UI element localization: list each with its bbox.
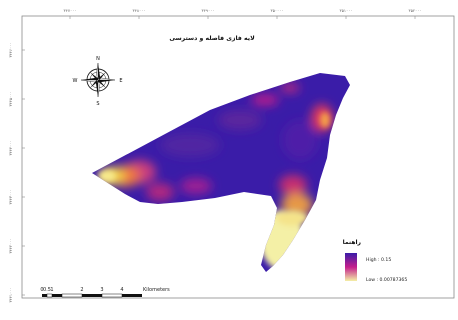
legend: راهنما High : 0.15 Low : 0.00787365 — [343, 239, 408, 283]
compass-west-label: W — [73, 78, 78, 84]
top-tick-label: ۳۴۸۰۰۰ — [133, 8, 146, 13]
top-tick-label: ۳۵۱۰۰۰ — [340, 8, 353, 13]
legend-high-label: High : 0.15 — [366, 257, 391, 263]
scale-bar: 0 0.5 1 2 3 4 Kilometers — [40, 287, 170, 298]
compass-south-label: S — [96, 101, 99, 107]
top-tick-label: ۳۴۹۰۰۰ — [202, 8, 215, 13]
fuzzy-distance-access-layer — [92, 73, 350, 272]
legend-low-label: Low : 0.00787365 — [366, 277, 407, 283]
scale-bar-label: 0 — [40, 287, 43, 293]
scale-bar-label: 1 — [50, 287, 53, 293]
legend-title: راهنما — [343, 239, 362, 246]
compass-north-label: N — [96, 56, 100, 62]
scale-bar-label: 2 — [80, 287, 83, 293]
top-tick-label: ۳۵۲۰۰۰ — [409, 8, 422, 13]
left-tick-label: ۳۴۴۱۰۰۰ — [8, 287, 13, 302]
map-title: لایه فازی فاصله و دسترسی — [169, 35, 254, 42]
map-frame — [21, 15, 455, 299]
scale-bar-label: 3 — [100, 287, 103, 293]
left-tick-label: ۳۴۴۶۰۰۰ — [8, 42, 13, 57]
scale-bar-label: 0.5 — [43, 287, 51, 293]
compass-east-label: E — [119, 78, 122, 84]
left-coordinate-ticks: ۳۴۴۶۰۰۰ ۳۴۴۵۰۰۰ ۳۴۴۴۰۰۰ ۳۴۴۳۰۰۰ ۳۴۴۲۰۰۰ ۳۴۴۱۰… — [8, 42, 25, 303]
left-tick-label: ۳۴۴۳۰۰۰ — [8, 189, 13, 204]
left-tick-label: ۳۴۴۲۰۰۰ — [8, 238, 13, 253]
scale-bar-unit: Kilometers — [143, 287, 170, 293]
left-tick-label: ۳۴۴۵۰۰۰ — [8, 91, 13, 106]
legend-color-ramp — [345, 253, 357, 281]
top-tick-label: ۳۵۰۰۰۰ — [271, 8, 284, 13]
scale-bar-label: 4 — [120, 287, 123, 293]
top-tick-label: ۳۴۷۰۰۰ — [64, 8, 77, 13]
left-tick-label: ۳۴۴۴۰۰۰ — [8, 140, 13, 155]
top-coordinate-ticks: ۳۴۷۰۰۰ ۳۴۸۰۰۰ ۳۴۹۰۰۰ ۳۵۰۰۰۰ ۳۵۱۰۰۰ ۳۵۲۰۰۰ — [64, 8, 422, 19]
compass-rose-icon: N S E W — [73, 56, 123, 107]
